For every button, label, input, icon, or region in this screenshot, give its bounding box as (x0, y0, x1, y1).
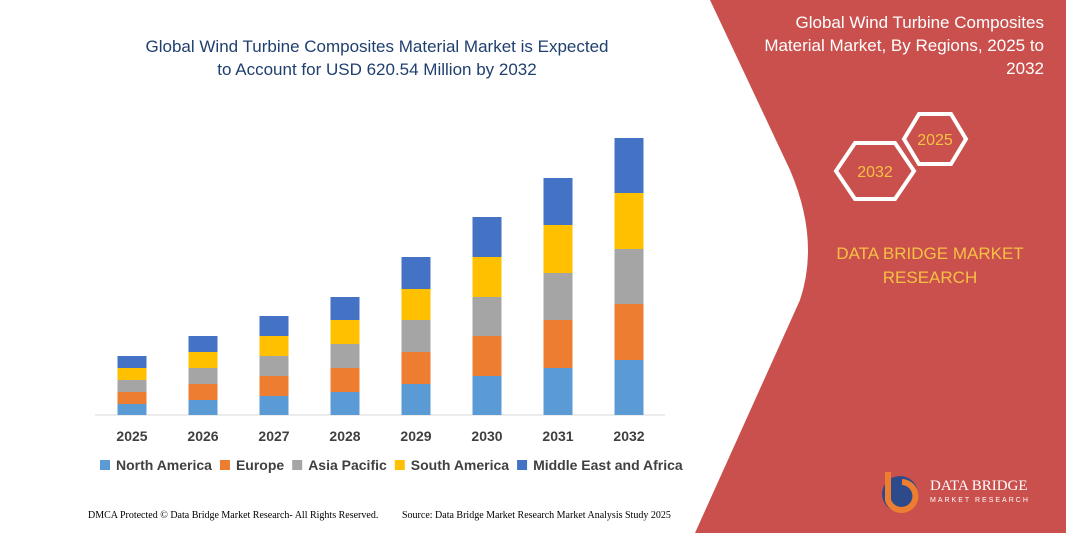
bar-segment (117, 404, 147, 415)
panel-title: 2032 (1006, 59, 1044, 78)
bar-segment (543, 368, 573, 415)
bar-segment (401, 289, 431, 320)
x-tick-label: 2026 (187, 428, 218, 444)
legend: North America Europe Asia Pacific South Ame… (100, 457, 683, 473)
bar-segment (188, 352, 218, 368)
x-tick-label: 2027 (258, 428, 289, 444)
bar-segment (472, 336, 502, 376)
logo-tagline: MARKET RESEARCH (930, 497, 1030, 504)
bar-segment (614, 193, 644, 249)
bar-segment (543, 225, 573, 273)
bar-segment (188, 368, 218, 384)
bar-segment (614, 360, 644, 415)
logo-icon (885, 472, 919, 513)
x-tick-label: 2025 (116, 428, 147, 444)
bar-segment (117, 356, 147, 368)
legend-swatch (292, 460, 303, 470)
bar-segment (330, 392, 360, 415)
footer-source: Source: Data Bridge Market Research Mark… (402, 510, 671, 521)
bar-segment (117, 392, 147, 404)
hex-label: 2032 (857, 164, 893, 181)
footer-note: DMCA Protected © Data Bridge Market Rese… (88, 510, 378, 521)
legend-label: Europe (236, 457, 284, 473)
bar-segment (472, 257, 502, 297)
bar-segment (543, 178, 573, 225)
bar-segment (330, 344, 360, 368)
x-tick-label: 2029 (400, 428, 431, 444)
legend-swatch (517, 460, 528, 470)
bar-segment (401, 320, 431, 352)
bar-segment (472, 297, 502, 336)
logo-name: DATA BRIDGE (930, 478, 1028, 494)
legend-label: North America (116, 457, 212, 473)
bar-segment (117, 368, 147, 380)
bar-segment (188, 384, 218, 400)
x-tick-label: 2028 (329, 428, 360, 444)
panel-title: Global Wind Turbine Composites (795, 13, 1044, 32)
brand: RESEARCH (883, 268, 977, 287)
bar-segment (614, 249, 644, 304)
legend-swatch (219, 460, 230, 470)
x-tick-label: 2031 (542, 428, 573, 444)
bar-segment (401, 384, 431, 415)
bar-segment (543, 273, 573, 320)
brand: DATA BRIDGE MARKET (836, 244, 1023, 263)
hexagon (901, 112, 969, 166)
chart-title: Global Wind Turbine Composites Material … (146, 37, 609, 56)
bar-segment (543, 320, 573, 368)
bar-segment (259, 336, 289, 356)
bar-segment (330, 320, 360, 344)
hexagon (833, 141, 917, 201)
bar-segment (259, 356, 289, 376)
bar-segment (614, 304, 644, 360)
bar-segment (188, 400, 218, 415)
legend-swatch (100, 460, 110, 470)
x-tick-label: 2032 (613, 428, 644, 444)
bar-segment (401, 352, 431, 384)
legend-label: Asia Pacific (308, 457, 387, 473)
bar-segment (330, 368, 360, 392)
chart-title: to Account for USD 620.54 Million by 203… (217, 60, 536, 79)
legend-label: South America (411, 457, 509, 473)
bar-segment (472, 376, 502, 415)
bar-segment (472, 217, 502, 257)
plot: 2025 2026 2027 2028 2029 2030 2031 2032 (116, 138, 645, 444)
side-panel (695, 0, 1066, 533)
legend-swatch (394, 460, 405, 470)
legend-label: Middle East and Africa (533, 457, 683, 473)
x-tick-label: 2030 (471, 428, 502, 444)
bar-segment (330, 297, 360, 320)
bar-segment (401, 257, 431, 289)
bar-segment (259, 316, 289, 336)
bar-segment (259, 376, 289, 396)
panel-title: Material Market, By Regions, 2025 to (764, 36, 1044, 55)
bar-segment (188, 336, 218, 352)
bar-segment (259, 396, 289, 415)
bar-segment (117, 380, 147, 392)
bar-segment (614, 138, 644, 193)
hex-label: 2025 (917, 132, 953, 149)
